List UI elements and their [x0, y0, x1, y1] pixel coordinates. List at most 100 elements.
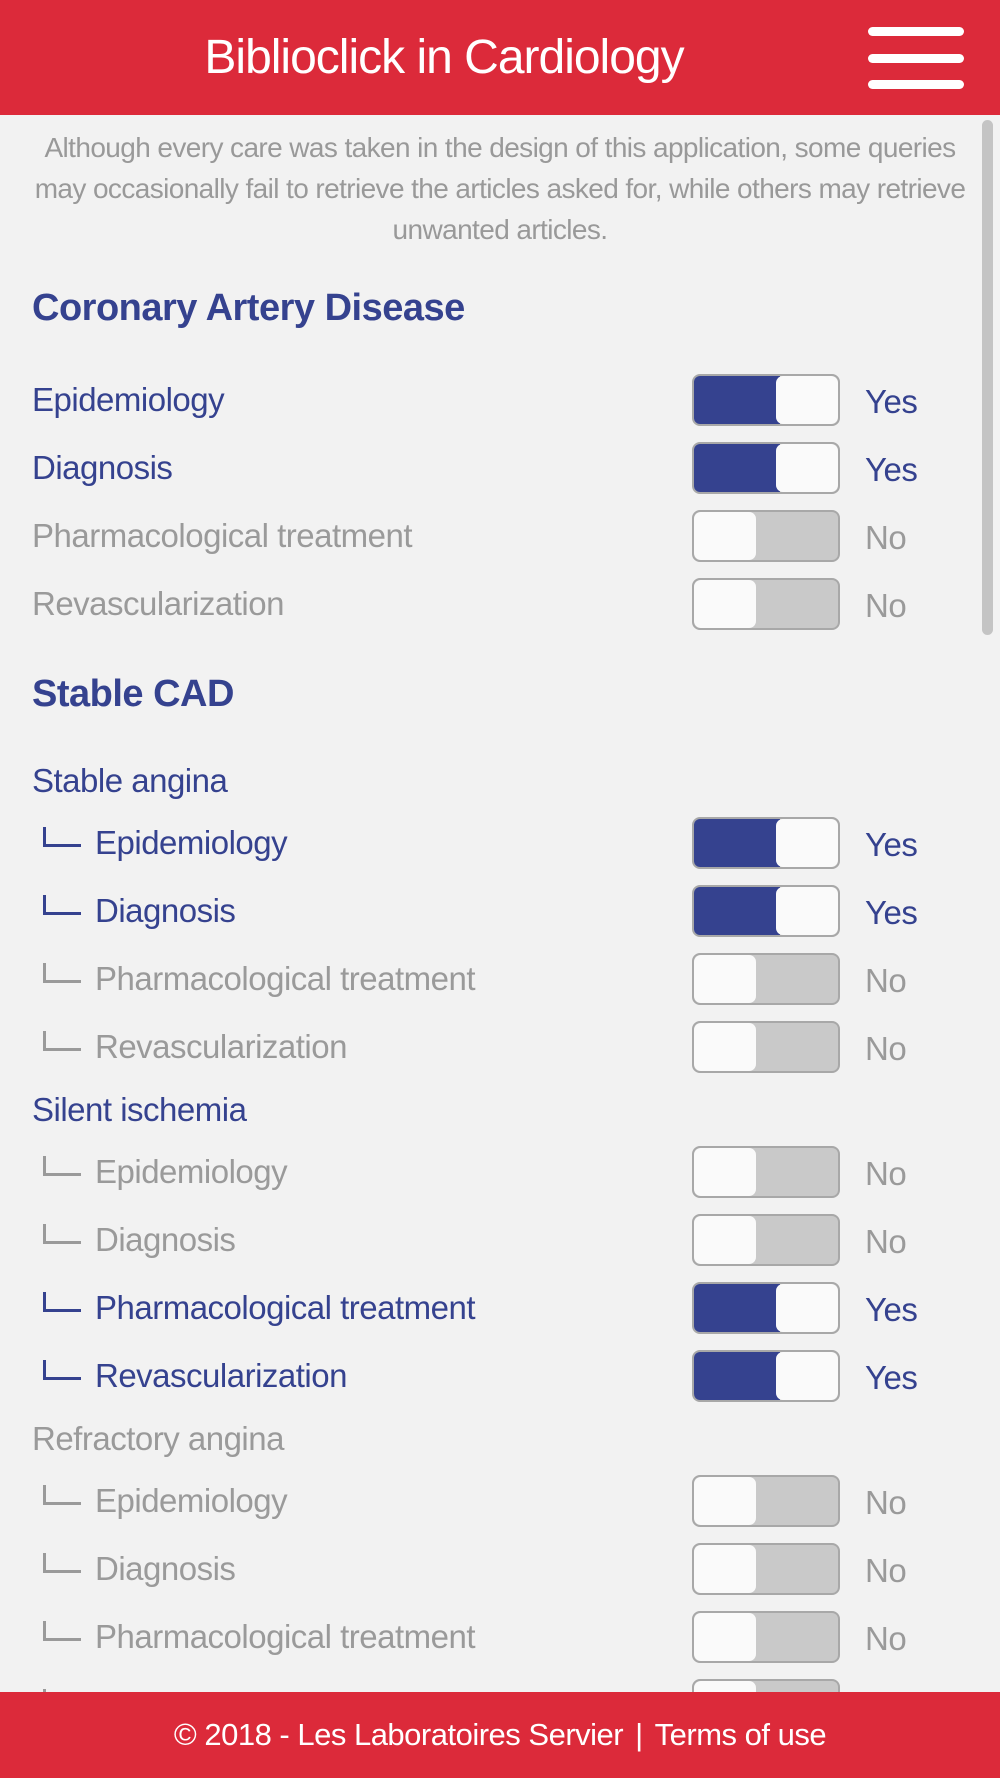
toggle-state: Yes — [865, 383, 918, 420]
toggle-state: Yes — [865, 451, 918, 488]
content: Although every care was taken in the des… — [0, 115, 1000, 1692]
toggle-state: No — [865, 519, 907, 556]
app-title: Biblioclick in Cardiology — [204, 31, 684, 84]
toggle-knob — [694, 1545, 756, 1593]
group-title: Silent ischemia — [32, 1091, 247, 1128]
toggle[interactable] — [692, 1611, 840, 1663]
toggle[interactable] — [692, 1021, 840, 1073]
tree-connector — [43, 827, 81, 847]
toggle-state: No — [865, 1030, 907, 1067]
terms-link[interactable]: Terms of use — [654, 1717, 827, 1752]
item-label: Diagnosis — [95, 892, 236, 929]
toggle-state: Yes — [865, 1359, 918, 1396]
item-label: Pharmacological treatment — [95, 960, 476, 997]
toggle[interactable] — [692, 1214, 840, 1266]
toggle-track — [694, 1352, 780, 1400]
toggle-state: No — [865, 1484, 907, 1521]
toggle[interactable] — [692, 442, 840, 494]
item-label: Diagnosis — [95, 1221, 236, 1258]
footer: © 2018 - Les Laboratoires Servier | Terms … — [0, 1692, 1000, 1778]
toggle-knob — [776, 819, 838, 867]
toggle-knob — [694, 512, 756, 560]
toggle-track — [694, 1284, 780, 1332]
tree-connector — [43, 1292, 81, 1312]
toggle-state: No — [865, 1155, 907, 1192]
section-title: Coronary Artery Disease — [32, 287, 465, 329]
copyright: © 2018 - Les Laboratoires Servier — [173, 1717, 624, 1752]
item-label: Epidemiology — [32, 381, 225, 418]
tree-connector — [43, 1621, 81, 1641]
toggle-knob — [694, 1148, 756, 1196]
toggle[interactable] — [692, 1679, 840, 1692]
toggle-state: No — [865, 587, 907, 624]
tree-connector — [43, 1360, 81, 1380]
item-label: Diagnosis — [95, 1550, 236, 1587]
item-label: Diagnosis — [32, 449, 173, 486]
toggle[interactable] — [692, 1350, 840, 1402]
tree-connector — [43, 1553, 81, 1573]
toggle-knob — [694, 580, 756, 628]
toggle-state: No — [865, 1620, 907, 1657]
toggle-track — [694, 444, 780, 492]
menu-bar[interactable] — [868, 27, 964, 36]
scrollbar[interactable] — [982, 120, 993, 635]
toggle-knob — [776, 1284, 838, 1332]
toggle-knob — [694, 1216, 756, 1264]
section-title: Stable CAD — [32, 673, 234, 715]
item-label: Pharmacological treatment — [95, 1618, 476, 1655]
item-label: Epidemiology — [95, 1482, 288, 1519]
toggle[interactable] — [692, 510, 840, 562]
toggle[interactable] — [692, 1543, 840, 1595]
toggle[interactable] — [692, 1475, 840, 1527]
toggle-track — [694, 376, 780, 424]
toggle[interactable] — [692, 1146, 840, 1198]
item-label: Pharmacological treatment — [95, 1289, 476, 1326]
toggle[interactable] — [692, 953, 840, 1005]
item-label: Revascularization — [95, 1680, 347, 1692]
toggle-state: No — [865, 962, 907, 999]
tree-connector — [43, 963, 81, 983]
toggle-state: No — [865, 1552, 907, 1589]
menu-bar[interactable] — [868, 80, 964, 89]
toggle-knob — [776, 376, 838, 424]
separator: | — [635, 1717, 643, 1752]
toggle-knob — [694, 955, 756, 1003]
toggle[interactable] — [692, 817, 840, 869]
tree-connector — [43, 1224, 81, 1244]
menu-bar[interactable] — [868, 54, 964, 63]
item-label: Revascularization — [32, 585, 284, 622]
toggle-state: Yes — [865, 826, 918, 863]
item-label: Revascularization — [95, 1357, 347, 1394]
toggle-state: No — [865, 1682, 907, 1692]
tree-connector — [43, 895, 81, 915]
toggle-track — [694, 887, 780, 935]
tree-connector — [43, 1689, 81, 1692]
item-label: Pharmacological treatment — [32, 517, 413, 554]
toggle-knob — [694, 1681, 756, 1692]
toggle-state: No — [865, 1223, 907, 1260]
toggle-knob — [776, 444, 838, 492]
toggle-track — [694, 819, 780, 867]
notice: Although every care was taken in the des… — [34, 132, 966, 245]
item-label: Revascularization — [95, 1028, 347, 1065]
toggle-state: Yes — [865, 894, 918, 931]
toggle-state: Yes — [865, 1291, 918, 1328]
toggle[interactable] — [692, 885, 840, 937]
group-title: Stable angina — [32, 762, 228, 799]
toggle-knob — [776, 1352, 838, 1400]
toggle[interactable] — [692, 1282, 840, 1334]
toggle[interactable] — [692, 374, 840, 426]
toggle-knob — [694, 1477, 756, 1525]
toggle[interactable] — [692, 578, 840, 630]
toggle-knob — [694, 1613, 756, 1661]
tree-connector — [43, 1031, 81, 1051]
item-label: Epidemiology — [95, 1153, 288, 1190]
item-label: Epidemiology — [95, 824, 288, 861]
group-title: Refractory angina — [32, 1420, 284, 1457]
toggle-knob — [776, 887, 838, 935]
tree-connector — [43, 1485, 81, 1505]
toggle-knob — [694, 1023, 756, 1071]
tree-connector — [43, 1156, 81, 1176]
header: Biblioclick in Cardiology — [0, 0, 1000, 115]
